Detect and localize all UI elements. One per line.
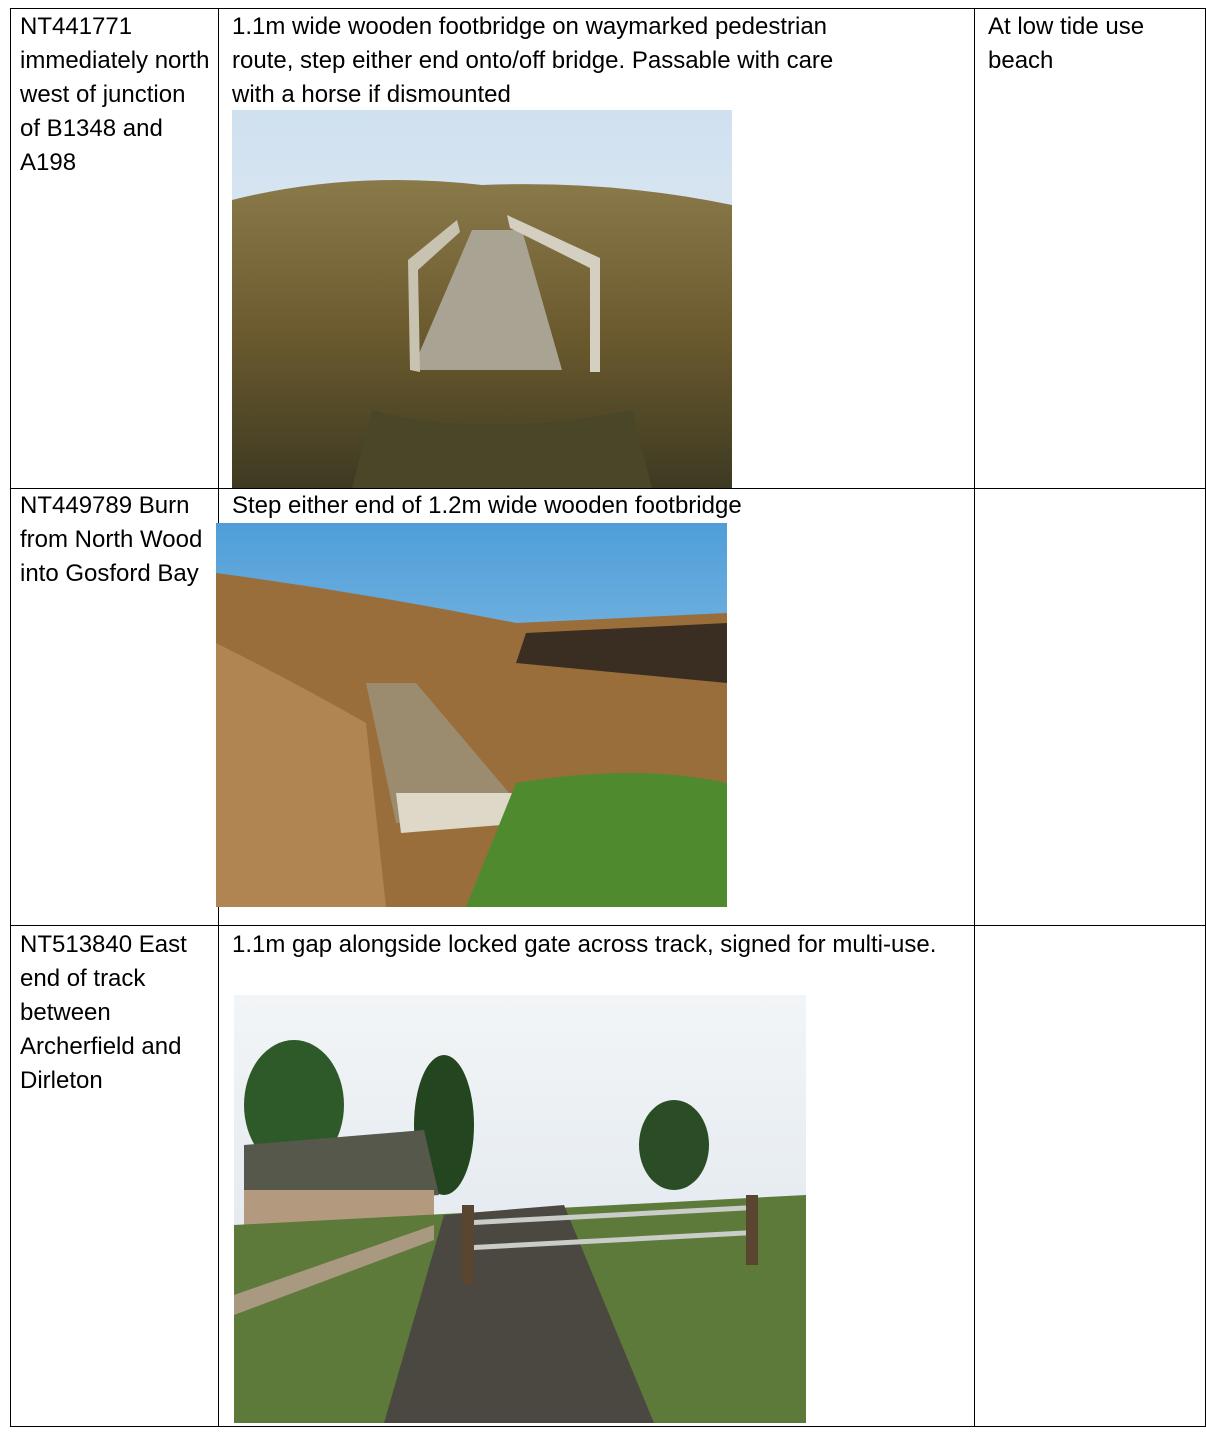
border	[974, 8, 975, 1427]
border	[10, 488, 1206, 489]
border	[10, 8, 11, 1427]
border	[10, 925, 1206, 926]
photo-gate	[234, 995, 806, 1423]
photo-footbridge	[216, 523, 727, 907]
alternative: At low tide use beach	[988, 13, 1145, 74]
photo-footbridge	[232, 110, 732, 488]
description: Step either end of 1.2m wide wooden foot…	[232, 492, 742, 519]
location: NT513840 East end of track between Arche…	[20, 931, 187, 1094]
location: NT449789 Burn from North Wood into Gosfo…	[20, 492, 203, 587]
border	[10, 1426, 1206, 1427]
description: 1.1m gap alongside locked gate across tr…	[232, 931, 937, 958]
description: 1.1m wide wooden footbridge on waymarked…	[232, 13, 834, 108]
location: NT441771 immediately north west of junct…	[20, 13, 210, 176]
border	[10, 8, 1206, 9]
